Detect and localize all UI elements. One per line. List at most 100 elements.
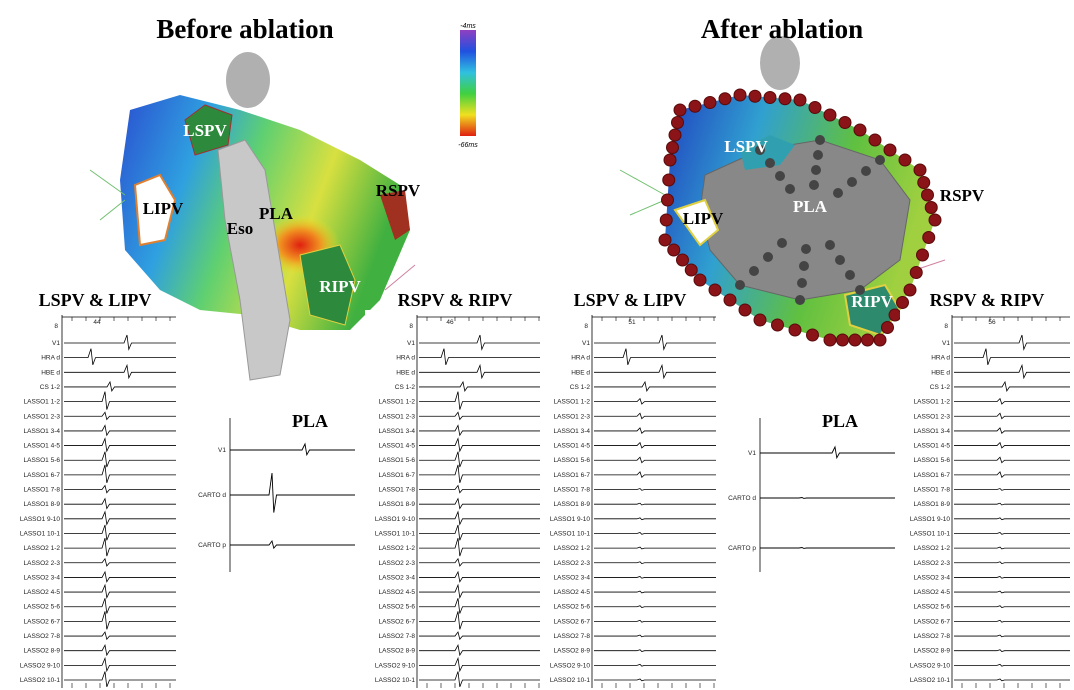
ruler-label: 46: [446, 319, 454, 326]
ablation-lesion: [799, 261, 809, 271]
channel-label: LASSO2 5-6: [24, 604, 61, 611]
channel-label: LASSO2 2-3: [554, 560, 591, 567]
panel-title: LSPV & LIPV: [39, 290, 152, 310]
channel-label: LASSO1 3-4: [554, 428, 591, 435]
egm-trace: [760, 498, 895, 499]
channel-label: V1: [582, 340, 590, 347]
title: After ablation: [701, 14, 863, 44]
ruler-label: 51: [628, 319, 636, 326]
ablation-lesion: [660, 214, 672, 226]
channel-label: LASSO2 4-5: [379, 589, 416, 596]
channel-label: LASSO2 8-9: [379, 648, 416, 655]
ablation-lesion: [824, 109, 836, 121]
channel-label: LASSO1 5-6: [379, 457, 416, 464]
channel-label: LASSO2 7-8: [379, 633, 416, 640]
ablation-lesion: [785, 184, 795, 194]
map-label: RIPV: [851, 292, 893, 311]
ablation-lesion: [795, 295, 805, 305]
ablation-lesion: [694, 274, 706, 286]
egm-panel: RSPV & RIPV856V1HRA dHBE dCS 1-2LASSO1 1…: [900, 290, 1072, 690]
channel-label: LASSO2 8-9: [554, 648, 591, 655]
channel-label: LASSO2 7-8: [914, 633, 951, 640]
ablation-lesion: [685, 264, 697, 276]
panel-title: PLA: [822, 411, 858, 431]
ablation-lesion: [663, 174, 675, 186]
catheter: [630, 200, 665, 215]
channel-label: LASSO1 7-8: [24, 487, 61, 494]
ablation-lesion: [807, 329, 819, 341]
channel-label: HBE d: [571, 369, 590, 376]
channel-label: LASSO2 1-2: [914, 545, 951, 552]
panel-title: RSPV & RIPV: [398, 290, 513, 310]
ruler-label: 8: [584, 323, 588, 330]
channel-label: LASSO1 8-9: [914, 501, 951, 508]
channel-label: LASSO2 3-4: [24, 574, 61, 581]
channel-label: HBE d: [931, 369, 950, 376]
channel-label: LASSO2 2-3: [914, 560, 951, 567]
channel-label: LASSO2 10-1: [550, 677, 590, 684]
ablation-lesion: [677, 254, 689, 266]
ablation-lesion: [777, 238, 787, 248]
channel-label: LASSO2 2-3: [379, 560, 416, 567]
ablation-lesion: [825, 240, 835, 250]
channel-label: LASSO2 3-4: [554, 574, 591, 581]
channel-label: LASSO1 7-8: [914, 487, 951, 494]
ablation-lesion: [672, 117, 684, 129]
ablation-lesion: [704, 97, 716, 109]
ablation-lesion: [914, 164, 926, 176]
catheter: [620, 170, 665, 195]
ablation-lesion: [813, 150, 823, 160]
ablation-lesion: [735, 280, 745, 290]
ablation-lesion: [922, 189, 934, 201]
channel-label: LASSO1 9-10: [375, 516, 415, 523]
map-label: LIPV: [683, 209, 724, 228]
channel-label: LASSO1 4-5: [379, 443, 416, 450]
channel-label: LASSO2 6-7: [24, 618, 61, 625]
ablation-lesion: [929, 214, 941, 226]
pla-panel: PLAV1CARTO dCARTO p: [728, 411, 895, 572]
channel-label: LASSO1 5-6: [24, 457, 61, 464]
channel-label: LASSO1 1-2: [379, 399, 416, 406]
ablation-lesion: [664, 154, 676, 166]
channel-label: LASSO2 3-4: [379, 574, 416, 581]
channel-label: LASSO2 7-8: [554, 633, 591, 640]
map-label: LIPV: [143, 199, 184, 218]
pla-panel: PLAV1CARTO dCARTO p: [198, 411, 355, 572]
egm-panel: LSPV & LIPV844V1HRA dHBE dCS 1-2LASSO1 1…: [10, 290, 178, 690]
channel-label: LASSO1 8-9: [554, 501, 591, 508]
channel-label: LASSO2 6-7: [914, 618, 951, 625]
channel-label: CARTO p: [728, 545, 756, 552]
channel-label: LASSO1 10-1: [550, 530, 590, 537]
map-label: PLA: [793, 197, 828, 216]
ablation-lesion: [862, 334, 874, 346]
ruler-label: 8: [409, 323, 413, 330]
channel-label: CARTO d: [198, 492, 226, 499]
ablation-lesion: [833, 188, 843, 198]
ablation-lesion: [897, 297, 909, 309]
figure: -4ms -66ms Before ablation LSPV LIPV Eso…: [0, 0, 1074, 690]
ablation-lesion: [794, 94, 806, 106]
channel-label: LASSO2 5-6: [554, 604, 591, 611]
channel-label: LASSO1 4-5: [914, 443, 951, 450]
colorbar-bottom: -66ms: [458, 142, 478, 149]
ruler-label: 44: [93, 319, 101, 326]
map-label: PLA: [259, 204, 294, 223]
channel-label: HRA d: [571, 355, 590, 362]
ruler-label: 8: [54, 323, 58, 330]
ablation-lesion: [904, 284, 916, 296]
channel-label: LASSO2 10-1: [20, 677, 60, 684]
ablation-lesion: [689, 100, 701, 112]
channel-label: LASSO1 9-10: [910, 516, 950, 523]
channel-label: LASSO1 3-4: [914, 428, 951, 435]
channel-label: LASSO2 4-5: [554, 589, 591, 596]
channel-label: LASSO2 9-10: [20, 662, 60, 669]
channel-label: LASSO1 7-8: [379, 487, 416, 494]
ablation-lesion: [809, 102, 821, 114]
ruler-label: 8: [944, 323, 948, 330]
ablation-lesion: [925, 202, 937, 214]
channel-label: LASSO1 9-10: [20, 516, 60, 523]
title: Before ablation: [156, 14, 333, 44]
ablation-lesion: [875, 155, 885, 165]
channel-label: LASSO2 1-2: [24, 545, 61, 552]
